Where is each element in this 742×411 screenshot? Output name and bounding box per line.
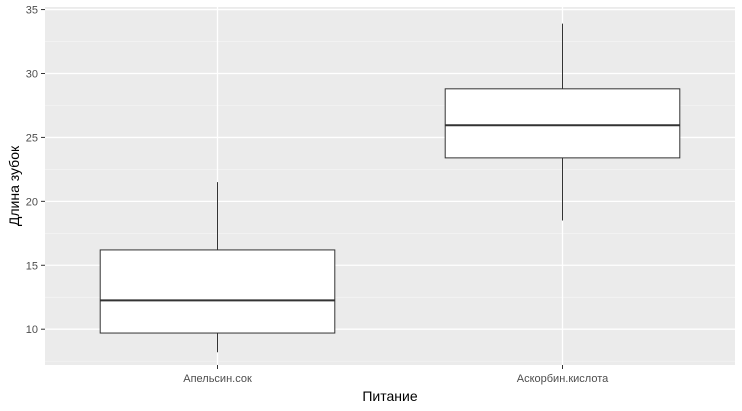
box-iqr xyxy=(99,249,336,334)
y-tick-label: 35 xyxy=(26,5,38,17)
y-axis-title: Длина зубок xyxy=(6,145,22,226)
box-group xyxy=(99,182,336,353)
x-tick-label: Аскорбин.кислота xyxy=(517,373,609,385)
y-tick-label: 15 xyxy=(26,260,38,272)
y-tick-label: 20 xyxy=(26,196,38,208)
boxes-layer xyxy=(99,23,681,353)
x-axis: Апельсин.сок Аскорбин.кислота xyxy=(183,365,609,385)
y-tick-label: 10 xyxy=(26,324,38,336)
y-axis: 10 15 20 25 30 35 xyxy=(26,5,45,336)
y-tick-label: 30 xyxy=(26,68,38,80)
y-tick-label: 25 xyxy=(26,132,38,144)
box-iqr xyxy=(444,88,681,159)
x-axis-title: Питание xyxy=(362,388,417,404)
x-tick-label: Апельсин.сок xyxy=(183,373,252,385)
box-group xyxy=(444,23,681,221)
